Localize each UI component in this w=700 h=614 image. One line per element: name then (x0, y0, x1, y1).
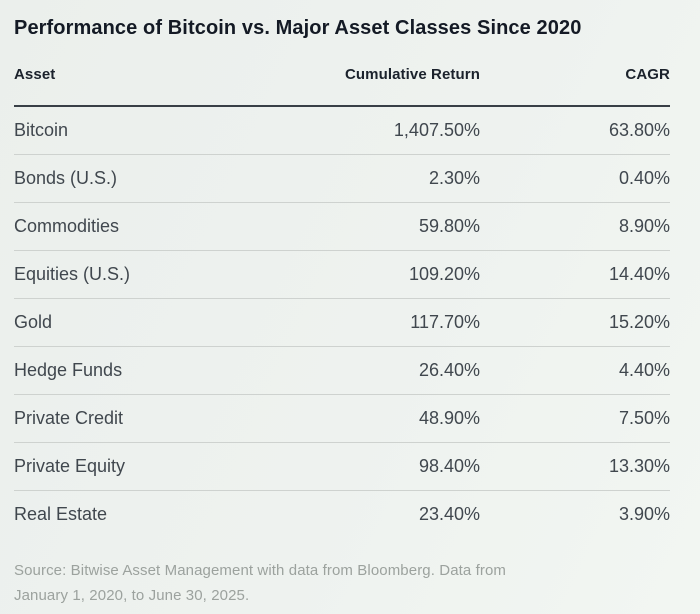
asset-name-cell: Bitcoin (14, 120, 69, 140)
column-header-cumulative-return: Cumulative Return (344, 66, 480, 83)
asset-name-cell: Private Credit (14, 408, 124, 428)
cagr-cell: 63.80% (608, 120, 670, 140)
cumulative-return-cell: 26.40% (418, 360, 480, 380)
table-body: Bitcoin 1,407.50% 63.80% Bonds (U.S.) 2.… (14, 107, 670, 538)
column-header-cagr: CAGR (625, 66, 670, 83)
cumulative-return-cell: 48.90% (418, 408, 480, 428)
table-title: Performance of Bitcoin vs. Major Asset C… (14, 17, 582, 39)
cagr-cell: 7.50% (618, 408, 670, 428)
source-note-line2: January 1, 2020, to June 30, 2025. (14, 587, 250, 604)
source-note: Source: Bitwise Asset Management with da… (14, 558, 670, 608)
source-note-line1: Source: Bitwise Asset Management with da… (14, 562, 507, 579)
cagr-cell: 14.40% (608, 264, 670, 284)
table-row: Bitcoin 1,407.50% 63.80% (14, 107, 670, 155)
table-row: Private Equity 98.40% 13.30% (14, 443, 670, 491)
asset-name-cell: Private Equity (14, 456, 126, 476)
table-row: Real Estate 23.40% 3.90% (14, 491, 670, 538)
cumulative-return-cell: 117.70% (410, 312, 480, 332)
table-row: Gold 117.70% 15.20% (14, 299, 670, 347)
cagr-cell: 13.30% (608, 456, 670, 476)
cumulative-return-cell: 109.20% (408, 264, 480, 284)
cagr-cell: 0.40% (618, 168, 670, 188)
table-row: Bonds (U.S.) 2.30% 0.40% (14, 155, 670, 203)
table-row: Commodities 59.80% 8.90% (14, 203, 670, 251)
asset-name-cell: Equities (U.S.) (14, 264, 131, 284)
cumulative-return-cell: 23.40% (418, 504, 480, 524)
asset-name-cell: Commodities (14, 216, 120, 236)
cagr-cell: 15.20% (608, 312, 670, 332)
asset-name-cell: Gold (14, 312, 53, 332)
cumulative-return-cell: 1,407.50% (393, 120, 480, 140)
asset-name-cell: Real Estate (14, 504, 108, 524)
table-row: Hedge Funds 26.40% 4.40% (14, 347, 670, 395)
table-row: Private Credit 48.90% 7.50% (14, 395, 670, 443)
cagr-cell: 4.40% (618, 360, 670, 380)
table-header-row: Asset Cumulative Return CAGR (14, 40, 670, 107)
asset-name-cell: Bonds (U.S.) (14, 168, 118, 188)
asset-name-cell: Hedge Funds (14, 360, 123, 380)
cagr-cell: 3.90% (618, 504, 670, 524)
table-row: Equities (U.S.) 109.20% 14.40% (14, 251, 670, 299)
cumulative-return-cell: 59.80% (418, 216, 480, 236)
column-header-asset: Asset (14, 66, 56, 83)
cagr-cell: 8.90% (618, 216, 670, 236)
cumulative-return-cell: 2.30% (428, 168, 480, 188)
cumulative-return-cell: 98.40% (418, 456, 480, 476)
